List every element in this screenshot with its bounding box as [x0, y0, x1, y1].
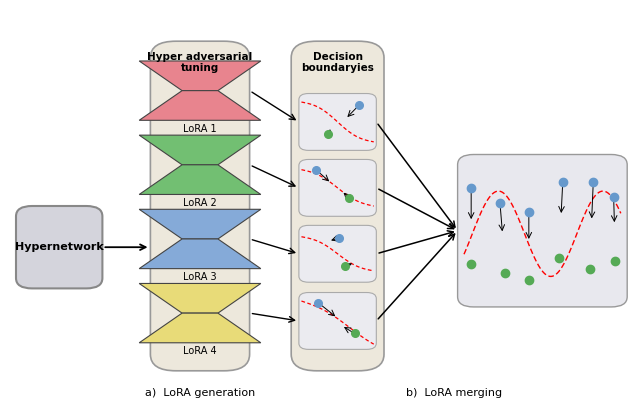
- FancyBboxPatch shape: [299, 225, 376, 282]
- Text: Decision
boundaryies: Decision boundaryies: [301, 52, 374, 73]
- FancyBboxPatch shape: [299, 159, 376, 216]
- Text: b)  LoRA merging: b) LoRA merging: [406, 388, 502, 398]
- Polygon shape: [140, 165, 261, 194]
- Polygon shape: [140, 239, 261, 269]
- FancyBboxPatch shape: [150, 41, 250, 371]
- FancyBboxPatch shape: [458, 154, 627, 307]
- Polygon shape: [140, 91, 261, 120]
- Text: LoRA 2: LoRA 2: [183, 198, 217, 208]
- Polygon shape: [140, 61, 261, 91]
- Polygon shape: [140, 209, 261, 239]
- FancyBboxPatch shape: [291, 41, 384, 371]
- Polygon shape: [140, 135, 261, 165]
- FancyBboxPatch shape: [299, 293, 376, 349]
- Polygon shape: [140, 283, 261, 313]
- Text: a)  LoRA generation: a) LoRA generation: [145, 388, 255, 398]
- Text: Hypernetwork: Hypernetwork: [15, 242, 104, 252]
- Text: LoRA 3: LoRA 3: [183, 272, 217, 282]
- FancyBboxPatch shape: [299, 94, 376, 150]
- Text: LoRA 4: LoRA 4: [183, 346, 217, 356]
- Polygon shape: [140, 313, 261, 343]
- FancyBboxPatch shape: [16, 206, 102, 288]
- Text: LoRA 1: LoRA 1: [183, 124, 217, 133]
- Text: Hyper adversarial
tuning: Hyper adversarial tuning: [147, 52, 253, 73]
